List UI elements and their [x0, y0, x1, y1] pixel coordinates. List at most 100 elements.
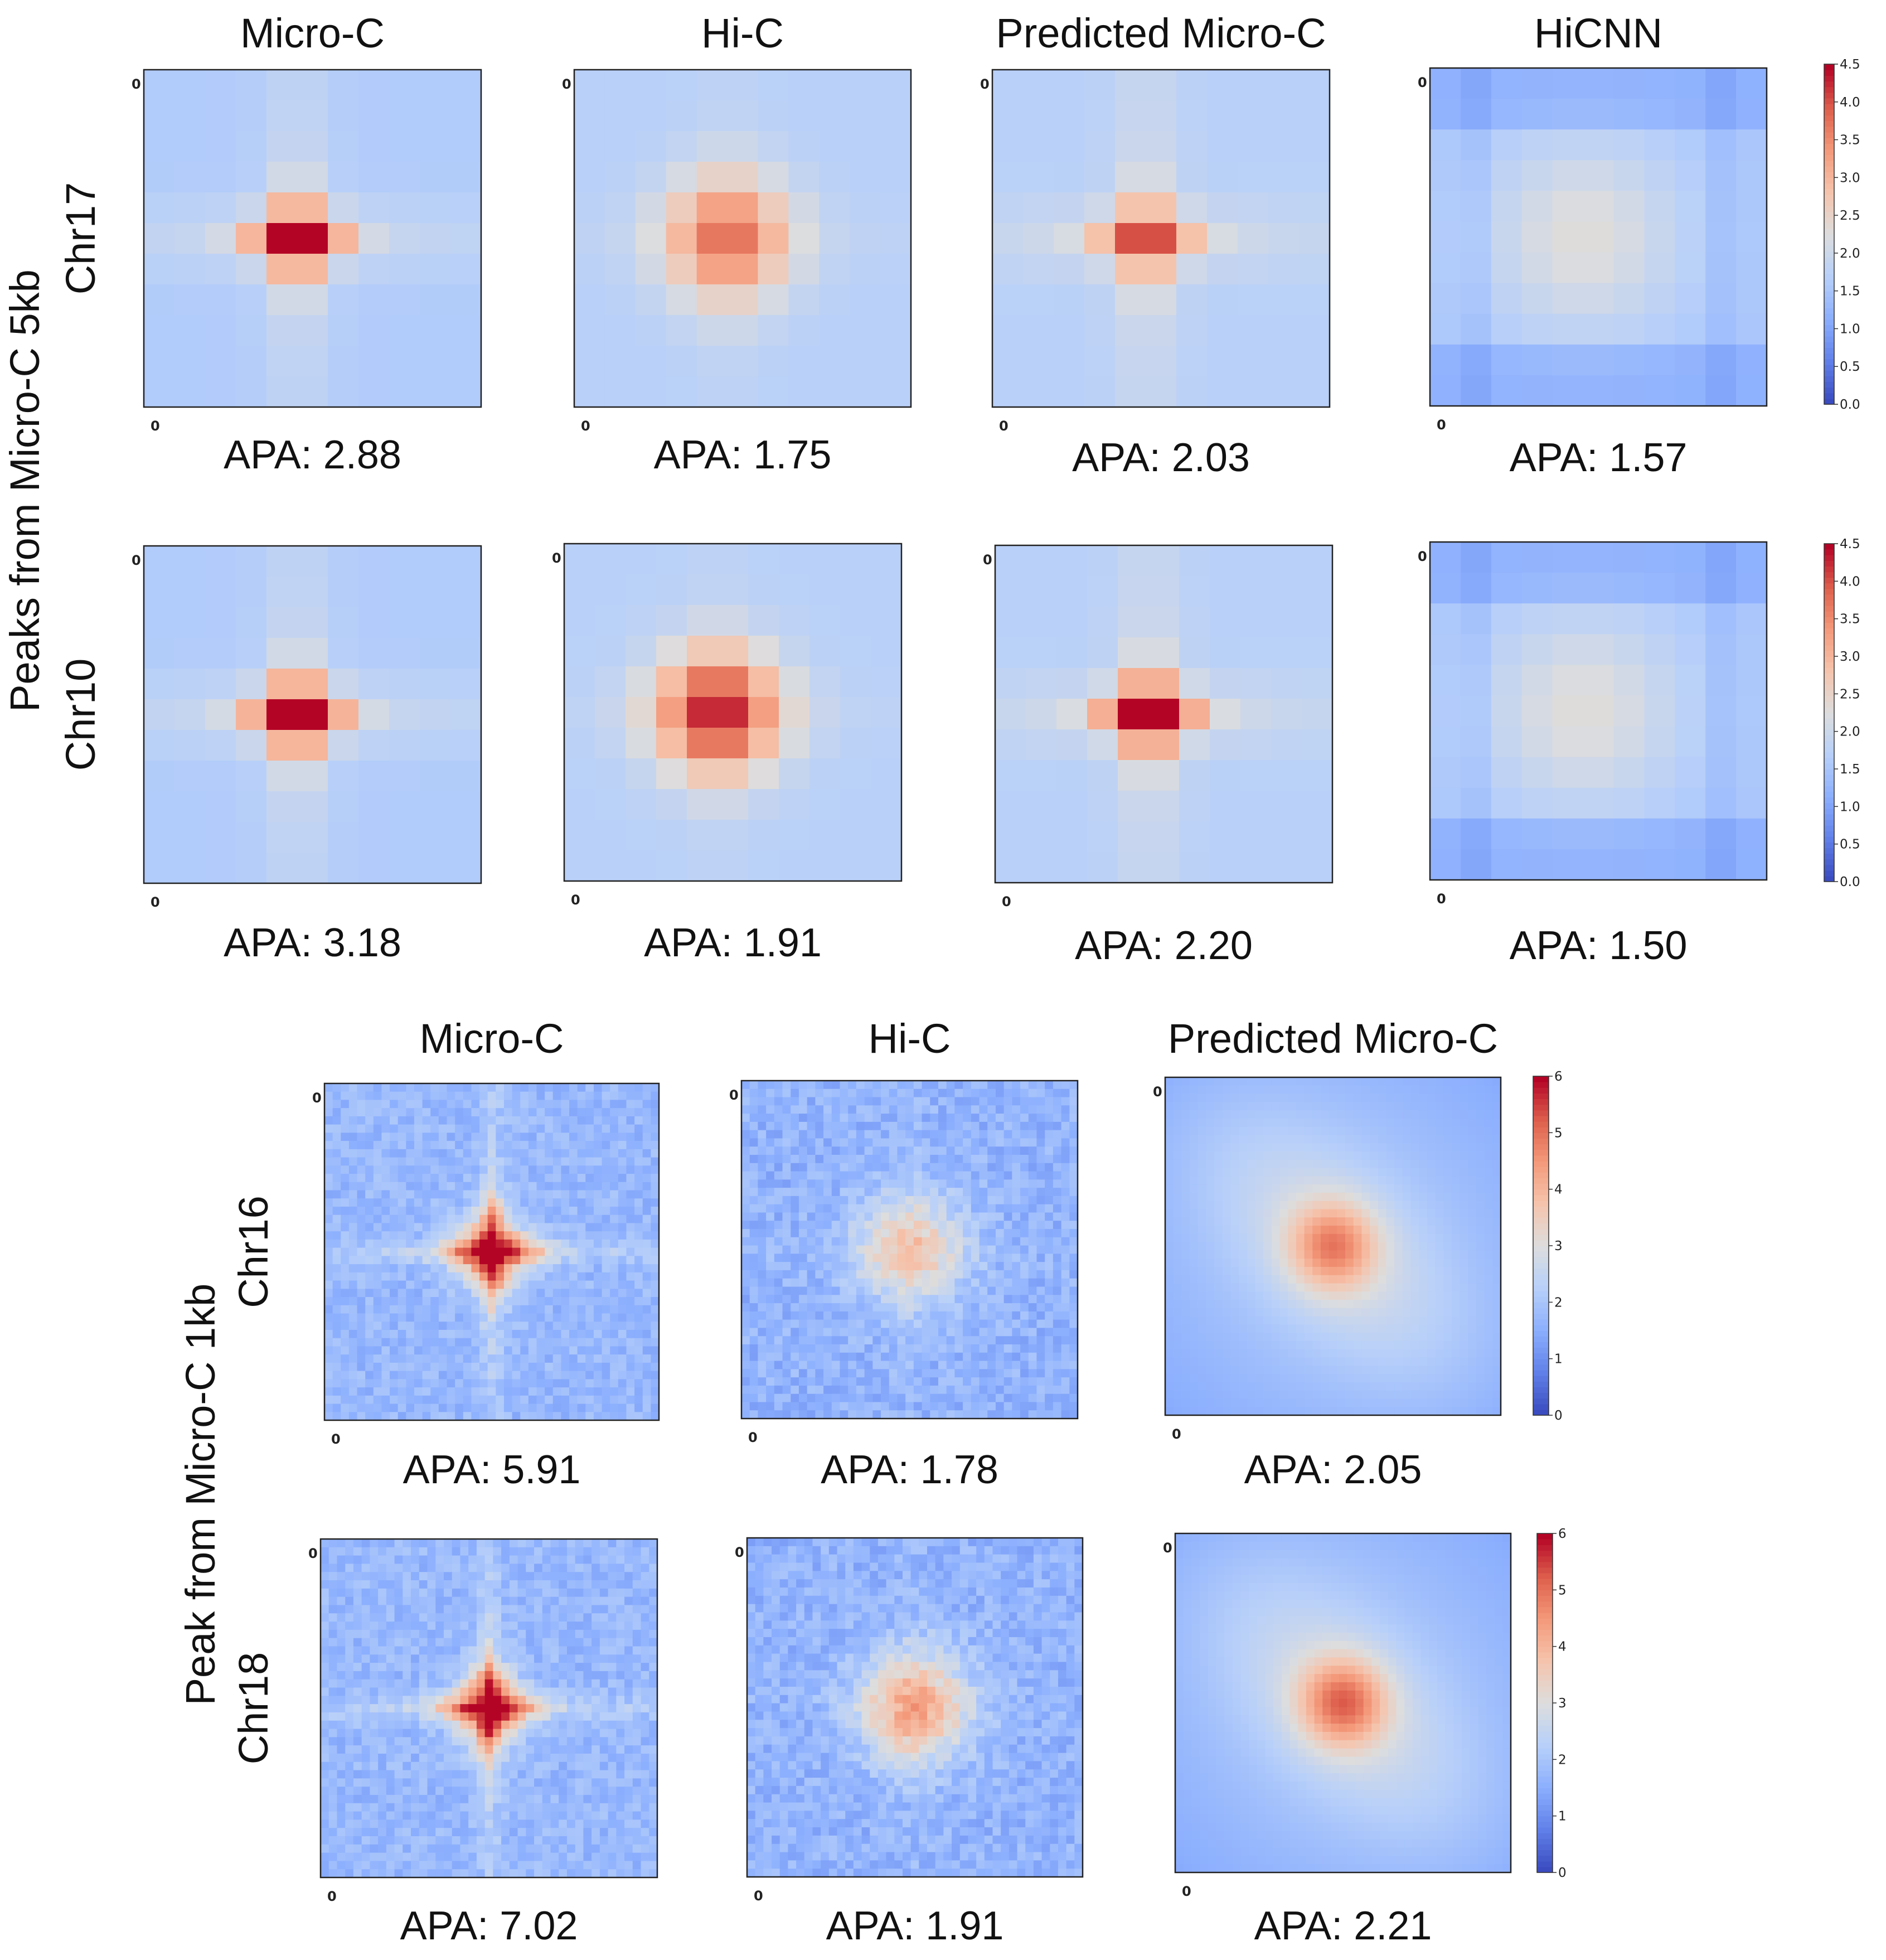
- heatmap-cell: [979, 1369, 988, 1378]
- heatmap-cell: [585, 1214, 594, 1224]
- heatmap-cell: [1069, 1254, 1078, 1262]
- colorbar-segment: [1824, 679, 1834, 685]
- heatmap-cell: [512, 1214, 521, 1224]
- heatmap-cell: [205, 70, 236, 101]
- heatmap-cell: [930, 1114, 939, 1122]
- heatmap-cell: [1012, 1336, 1021, 1345]
- heatmap-cell: [569, 1231, 578, 1240]
- heatmap-cell: [365, 1346, 374, 1355]
- heatmap-cell: [512, 1190, 521, 1199]
- heatmap-cell: [1583, 99, 1615, 130]
- heatmap-cell: [1061, 1393, 1070, 1403]
- heatmap-cell: [574, 346, 605, 377]
- heatmap-cell: [438, 1174, 448, 1183]
- heatmap-cell: [1197, 1077, 1207, 1086]
- heatmap-cell: [782, 1270, 791, 1279]
- heatmap-cell: [1012, 1328, 1021, 1337]
- heatmap-cell: [922, 1245, 930, 1254]
- heatmap-cell: [1036, 1155, 1045, 1164]
- heatmap-cell: [1061, 1221, 1070, 1230]
- heatmap-cell: [881, 1204, 890, 1213]
- heatmap-cell: [455, 1231, 464, 1240]
- heatmap-cell: [1583, 160, 1615, 191]
- heatmap-cell: [381, 1223, 390, 1232]
- heatmap-cell: [995, 1385, 1005, 1395]
- heatmap-cell: [1118, 791, 1149, 822]
- heatmap-cell: [995, 1088, 1005, 1098]
- heatmap-cell: [520, 1100, 529, 1109]
- heatmap-cell: [774, 1221, 783, 1230]
- heatmap-cell: [766, 1254, 775, 1262]
- heatmap-cell: [954, 1336, 963, 1345]
- heatmap-cell: [905, 1171, 914, 1180]
- heatmap-cell: [1491, 665, 1523, 696]
- axis-zero-label: 0: [1437, 417, 1446, 433]
- heatmap-cell: [618, 1280, 627, 1289]
- heatmap-cell: [971, 1311, 980, 1320]
- heatmap-cell: [174, 223, 206, 254]
- heatmap-cell: [1386, 1143, 1395, 1152]
- heatmap-cell: [889, 1163, 898, 1172]
- heatmap-cell: [438, 1091, 448, 1101]
- heatmap-cell: [545, 1124, 554, 1133]
- heatmap-cell: [1271, 576, 1302, 607]
- heatmap-cell: [406, 1256, 415, 1265]
- heatmap-cell: [634, 1100, 643, 1109]
- heatmap-cell: [1173, 1077, 1182, 1086]
- heatmap-cell: [430, 1272, 439, 1281]
- heatmap-cell: [656, 820, 687, 851]
- heatmap-cell: [782, 1352, 791, 1362]
- heatmap-cell: [324, 1133, 333, 1141]
- heatmap-cell: [741, 1262, 750, 1271]
- heatmap-cell: [774, 1369, 783, 1378]
- heatmap-cell: [422, 1206, 431, 1216]
- heatmap-cell: [819, 315, 850, 346]
- heatmap-cell: [651, 1264, 660, 1273]
- heatmap-cell: [815, 1138, 824, 1147]
- heatmap-cell: [1028, 1369, 1037, 1378]
- heatmap-cell: [782, 1171, 791, 1180]
- heatmap-cell: [905, 1146, 914, 1155]
- heatmap-cell: [749, 1262, 759, 1271]
- heatmap-cell: [741, 1295, 750, 1304]
- heatmap-cell: [381, 1100, 390, 1109]
- heatmap-cell: [463, 1395, 472, 1405]
- heatmap-cell: [561, 1297, 570, 1306]
- heatmap-cell: [536, 1404, 545, 1412]
- heatmap-cell: [1210, 637, 1241, 669]
- heatmap-cell: [798, 1179, 808, 1188]
- heatmap-cell: [872, 1254, 881, 1262]
- heatmap-cell: [1056, 637, 1088, 669]
- heatmap-cell: [332, 1395, 341, 1405]
- heatmap-cell: [236, 162, 267, 193]
- heatmap-cell: [1222, 1135, 1232, 1144]
- heatmap-cell: [358, 546, 390, 577]
- heatmap-cell: [651, 1091, 660, 1101]
- heatmap-cell: [328, 791, 359, 822]
- heatmap-cell: [656, 758, 687, 790]
- heatmap-cell: [758, 1155, 767, 1164]
- heatmap-cell: [840, 1155, 849, 1164]
- heatmap-cell: [651, 1329, 660, 1339]
- heatmap-cell: [1427, 1093, 1436, 1102]
- heatmap-cell: [831, 1229, 841, 1238]
- heatmap-cell: [782, 1179, 791, 1188]
- heatmap-cell: [545, 1182, 554, 1191]
- heatmap-cell: [1028, 1262, 1037, 1271]
- heatmap-cell: [373, 1297, 382, 1306]
- heatmap-cell: [872, 1311, 881, 1320]
- heatmap-cell: [348, 1329, 358, 1339]
- heatmap-cell: [741, 1336, 750, 1345]
- heatmap-cell: [297, 761, 328, 792]
- heatmap-cell: [1386, 1077, 1395, 1086]
- heatmap-cell: [447, 1338, 455, 1347]
- heatmap-cell: [651, 1297, 660, 1306]
- heatmap-cell: [610, 1329, 619, 1339]
- heatmap-cell: [1176, 315, 1208, 346]
- heatmap-cell: [881, 1303, 890, 1312]
- heatmap-cell: [905, 1204, 914, 1213]
- heatmap-cell: [954, 1393, 963, 1403]
- heatmap-cell: [328, 284, 359, 316]
- heatmap-cell: [963, 1229, 972, 1238]
- colorbar-tick-label: 1.0: [1840, 322, 1860, 336]
